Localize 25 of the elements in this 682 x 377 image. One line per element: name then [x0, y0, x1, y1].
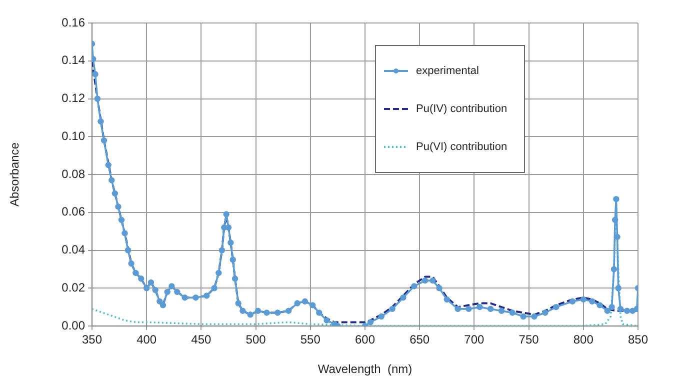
x-tick-label: 550	[300, 332, 321, 347]
x-tick-label: 350	[82, 332, 102, 347]
y-tick-label: 0.02	[62, 280, 86, 294]
y-tick-label: 0.08	[62, 166, 86, 181]
y-tick-label: 0.10	[62, 128, 86, 143]
x-tick-label: 850	[628, 332, 648, 347]
y-tick-label: 0.16	[62, 15, 86, 30]
x-tick-label: 450	[191, 332, 212, 347]
y-axis-title: Absorbance	[8, 142, 22, 207]
x-tick-label: 600	[354, 332, 376, 347]
y-tick-label: 0.04	[62, 242, 86, 257]
x-tick-label: 400	[136, 332, 157, 347]
y-tick-label: 0.00	[62, 318, 86, 332]
x-tick-label: 500	[246, 332, 266, 347]
y-tick-label: 0.12	[62, 91, 86, 106]
y-tick-label: 0.14	[62, 53, 86, 68]
legend-label: Pu(VI) contribution	[416, 141, 508, 153]
x-tick-label: 700	[464, 332, 485, 347]
x-axis-title: Wavelength (nm)	[318, 362, 412, 376]
x-tick-label: 750	[518, 332, 540, 347]
legend-label: Pu(IV) contribution	[416, 103, 508, 115]
x-tick-label: 650	[410, 332, 430, 347]
y-tick-label: 0.06	[62, 204, 86, 219]
legend-label: experimental	[416, 65, 479, 77]
x-tick-label: 800	[573, 332, 594, 347]
